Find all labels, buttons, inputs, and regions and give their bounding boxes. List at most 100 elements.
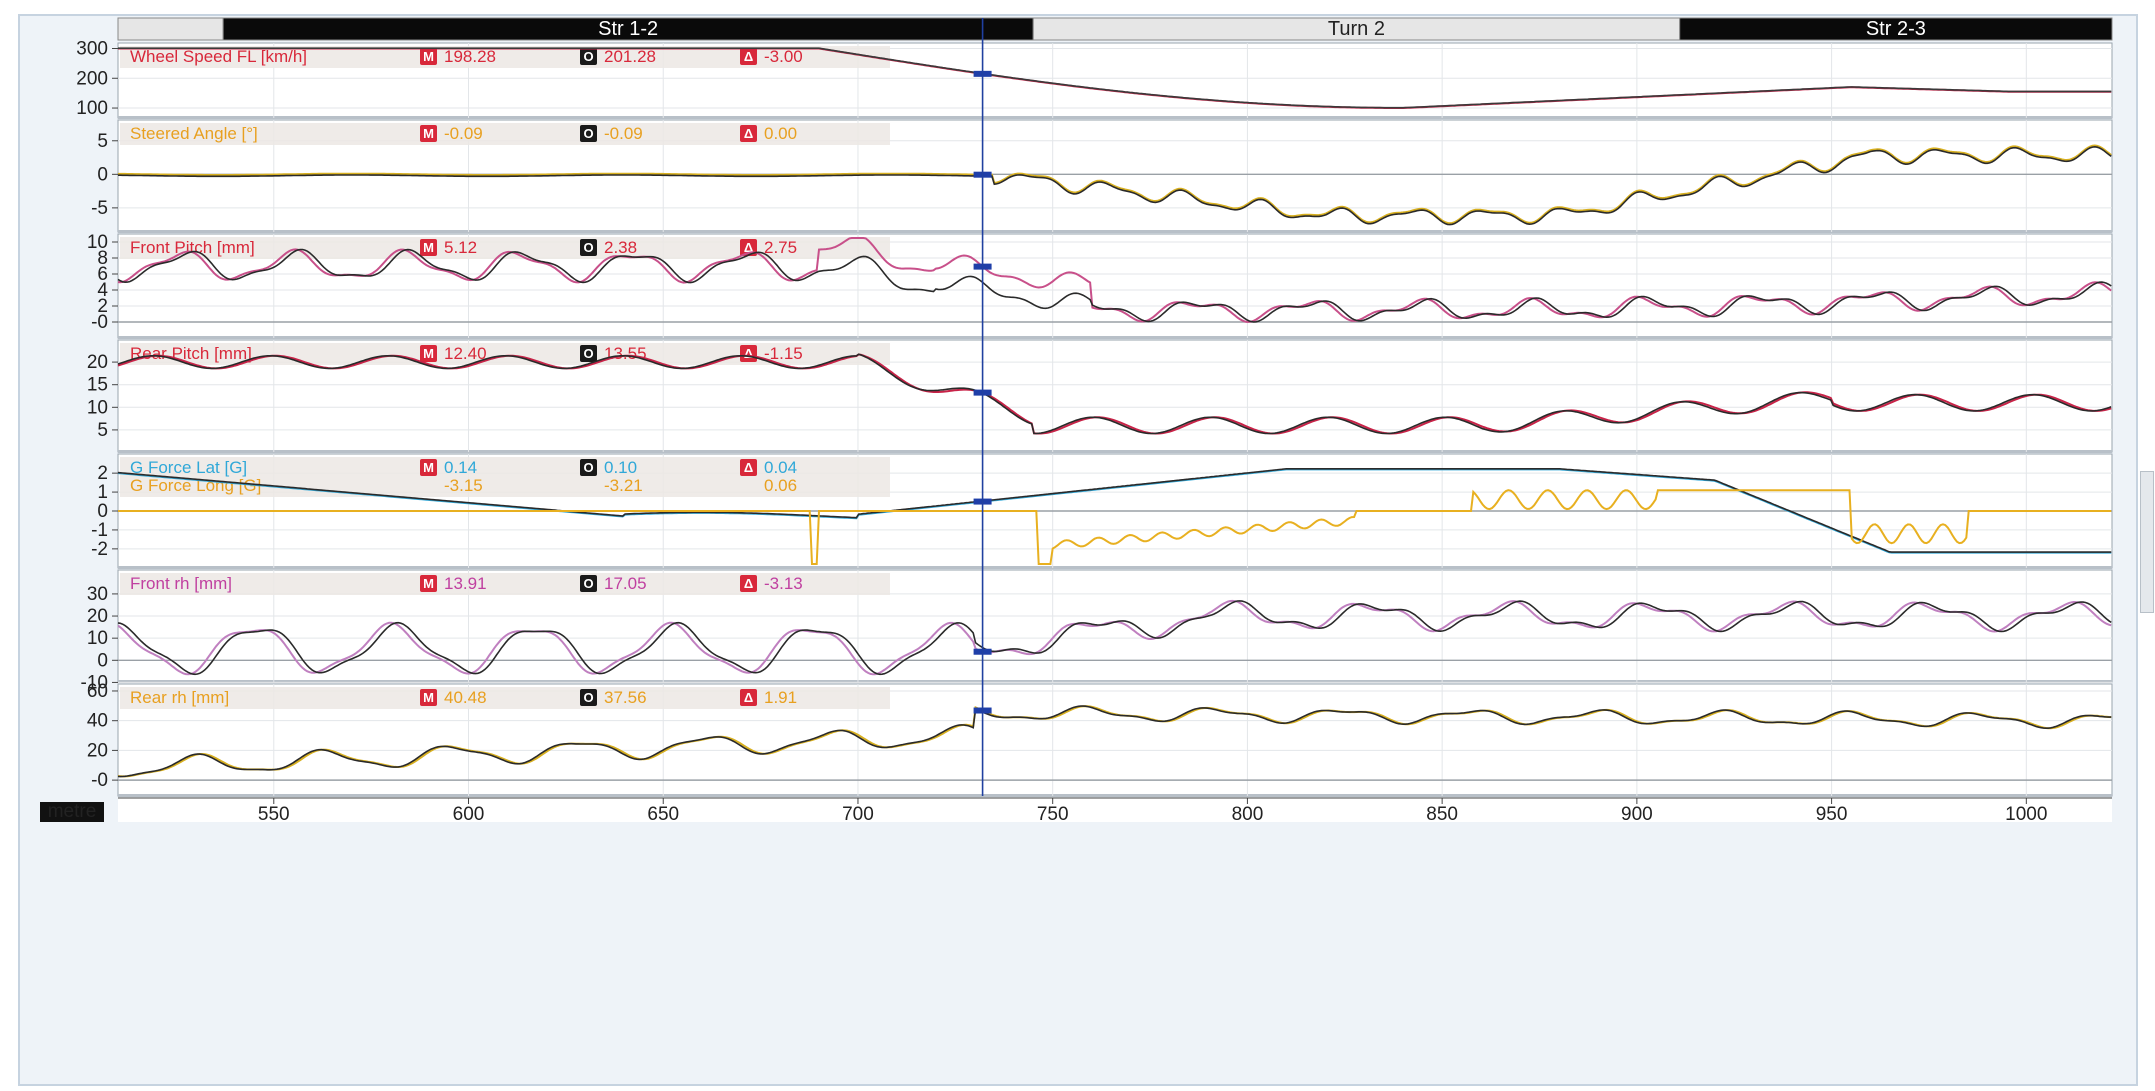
trace-line-1 [118, 145, 2112, 226]
trace-line-2 [118, 489, 2112, 565]
y-tick-label: 20 [87, 740, 108, 761]
badge-d-letter: Δ [744, 460, 753, 475]
x-tick-label: 800 [1232, 804, 1264, 825]
badge-m-letter: M [423, 240, 434, 255]
badge-m-icon [420, 345, 437, 362]
x-tick-label: 900 [1621, 804, 1653, 825]
badge-o-icon [580, 459, 597, 476]
panel-divider [118, 450, 2112, 453]
badge-m-letter: M [423, 346, 434, 361]
y-tick-label: 0 [97, 501, 108, 522]
badge-d-letter: Δ [744, 49, 753, 64]
value-m: 5.12 [444, 238, 477, 257]
channel-panel-6[interactable]: 60 40 20 -0 Rear rh [mm] M 40.48 O 37.56 Δ 1.91 [87, 681, 2113, 797]
trace-line-1 [117, 248, 2112, 323]
x-tick-label: 550 [258, 804, 290, 825]
x-tick-label: 700 [842, 804, 874, 825]
badge-o-icon [580, 345, 597, 362]
badge-o-letter: O [583, 690, 593, 705]
badge-o-letter: O [583, 240, 593, 255]
y-tick-label: 200 [76, 68, 108, 89]
y-tick-label: 8 [97, 248, 108, 269]
badge-m-letter: M [423, 690, 434, 705]
badge-d-letter: Δ [744, 690, 753, 705]
value-d: 0.04 [764, 458, 797, 477]
value-m: 13.91 [444, 574, 487, 593]
x-tick-label: 850 [1426, 804, 1458, 825]
vertical-scrollbar[interactable] [2140, 471, 2154, 613]
value-o: -3.21 [604, 476, 643, 495]
badge-m-letter: M [423, 460, 434, 475]
x-unit-box [40, 802, 104, 822]
channel-panel-1[interactable]: 5 0 -5 Steered Angle [°] M -0.09 O -0.09 Δ 0.00 [91, 119, 2113, 233]
y-tick-label: -2 [91, 539, 108, 560]
trace-line-1 [117, 705, 2112, 778]
badge-o-letter: O [583, 460, 593, 475]
badge-d-icon [740, 48, 757, 65]
badge-d-letter: Δ [744, 576, 753, 591]
y-tick-label: 20 [87, 606, 108, 627]
y-tick-label: 2 [97, 296, 108, 317]
channel-panel-4[interactable]: 210-1-2 G Force Lat [G] M 0.14 O 0.10 Δ 0.04 G F… [91, 453, 2113, 569]
value-o: 13.55 [604, 344, 647, 363]
legend-strip [120, 457, 890, 497]
x-unit-label: metre [48, 801, 97, 822]
segment-label: Str 2-3 [1866, 18, 1926, 40]
value-m: 12.40 [444, 344, 487, 363]
value-m: 40.48 [444, 688, 487, 707]
value-m: 198.28 [444, 47, 496, 66]
y-tick-label: 60 [87, 681, 108, 702]
value-d: 0.06 [764, 476, 797, 495]
trace-line-1 [117, 468, 2112, 553]
y-tick-label: 5 [97, 420, 108, 441]
x-tick-label: 750 [1037, 804, 1069, 825]
value-o: 37.56 [604, 688, 647, 707]
badge-o-letter: O [583, 126, 593, 141]
value-o: 2.38 [604, 238, 637, 257]
value-d: 1.91 [764, 688, 797, 707]
segment-block-0 [117, 17, 224, 41]
panel-divider [118, 566, 2112, 569]
value-d: 0.00 [764, 124, 797, 143]
value-m: -0.09 [444, 124, 483, 143]
trace-line-1 [118, 47, 2112, 109]
channel-name: Rear rh [mm] [130, 688, 229, 707]
x-tick-label: 600 [453, 804, 485, 825]
badge-d-icon [740, 575, 757, 592]
badge-d-letter: Δ [744, 346, 753, 361]
y-tick-label: 5 [97, 131, 108, 152]
x-tick-label: 1000 [2005, 804, 2047, 825]
channel-panel-0[interactable]: 300 200 100 Wheel Speed FL [km/h] M 198.28 O 20… [76, 38, 2113, 119]
legend-strip [120, 573, 890, 595]
badge-m-icon [420, 575, 437, 592]
badge-m-icon [420, 689, 437, 706]
segment-label: Turn 2 [1328, 18, 1385, 40]
panel-divider [118, 794, 2112, 797]
legend-strip [120, 123, 890, 145]
badge-m-letter: M [423, 576, 434, 591]
panel-divider [118, 230, 2112, 233]
badge-m-icon [420, 48, 437, 65]
badge-o-icon [580, 48, 597, 65]
value-d: -3.00 [764, 47, 803, 66]
badge-o-icon [580, 575, 597, 592]
badge-m-letter: M [423, 126, 434, 141]
badge-o-icon [580, 125, 597, 142]
y-tick-label: -0 [91, 312, 108, 333]
x-tick-label: 650 [647, 804, 679, 825]
value-m: 0.14 [444, 458, 477, 477]
y-tick-label: 30 [87, 584, 108, 605]
badge-d-letter: Δ [744, 126, 753, 141]
channel-name: Wheel Speed FL [km/h] [130, 47, 307, 66]
trace-line-1 [117, 600, 2112, 676]
badge-o-icon [580, 689, 597, 706]
trace-line-1 [117, 353, 2112, 435]
value-d: -3.13 [764, 574, 803, 593]
y-tick-label: 10 [87, 232, 108, 253]
value-o: 201.28 [604, 47, 656, 66]
value-o: -0.09 [604, 124, 643, 143]
